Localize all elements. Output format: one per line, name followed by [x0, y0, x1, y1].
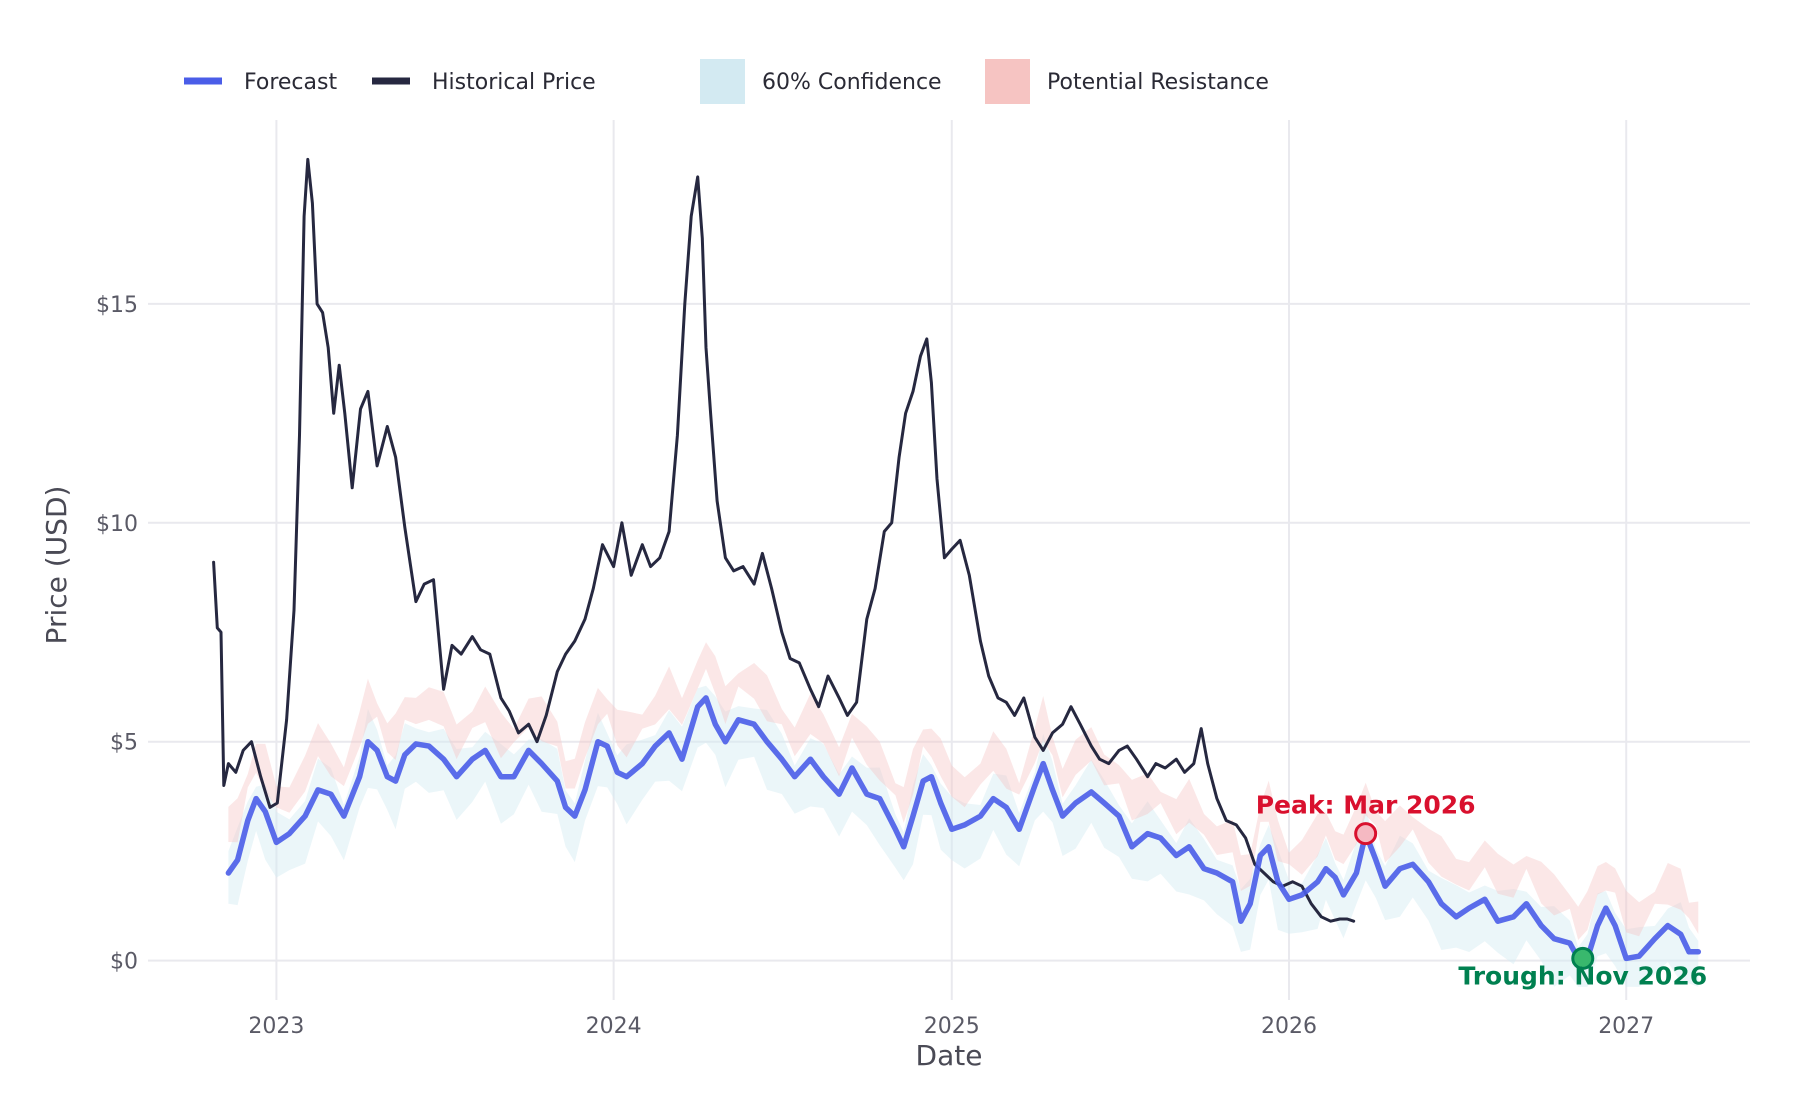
y-axis-title: Price (USD)	[40, 486, 73, 645]
peak-marker	[1354, 822, 1378, 846]
legend-label: 60% Confidence	[762, 70, 942, 95]
legend-label: Historical Price	[432, 70, 596, 95]
y-tick-label: $15	[96, 293, 138, 318]
peak-label: Peak: Mar 2026	[1256, 791, 1476, 820]
legend-swatch-confidence	[700, 59, 745, 104]
x-axis-title: Date	[916, 1039, 983, 1072]
trough-label: Trough: Nov 2026	[1458, 961, 1707, 990]
bands	[228, 642, 1699, 987]
x-tick-label: 2027	[1598, 1014, 1654, 1039]
series-lines	[212, 157, 1702, 962]
historical-price-line	[212, 157, 1356, 923]
legend-label: Forecast	[244, 70, 337, 95]
annotations: Peak: Mar 2026 Trough: Nov 2026	[1256, 791, 1707, 991]
legend-swatch-resistance	[985, 59, 1030, 104]
y-tick-label: $10	[96, 512, 138, 537]
x-tick-label: 2025	[924, 1014, 980, 1039]
resistance-band	[228, 642, 1699, 940]
legend: Forecast Historical Price 60% Confidence Po…	[184, 59, 1269, 104]
axis-ticks: $0 $5 $10 $15 2023 2024 2025 2026 2027	[96, 293, 1654, 1039]
confidence-band	[228, 685, 1699, 987]
legend-label: Potential Resistance	[1047, 70, 1269, 95]
trough-marker	[1571, 946, 1595, 970]
x-tick-label: 2026	[1261, 1014, 1317, 1039]
y-tick-label: $5	[110, 731, 138, 756]
forecast-line	[225, 695, 1702, 962]
y-tick-label: $0	[110, 950, 138, 975]
x-tick-label: 2023	[248, 1014, 304, 1039]
x-tick-label: 2024	[586, 1014, 642, 1039]
